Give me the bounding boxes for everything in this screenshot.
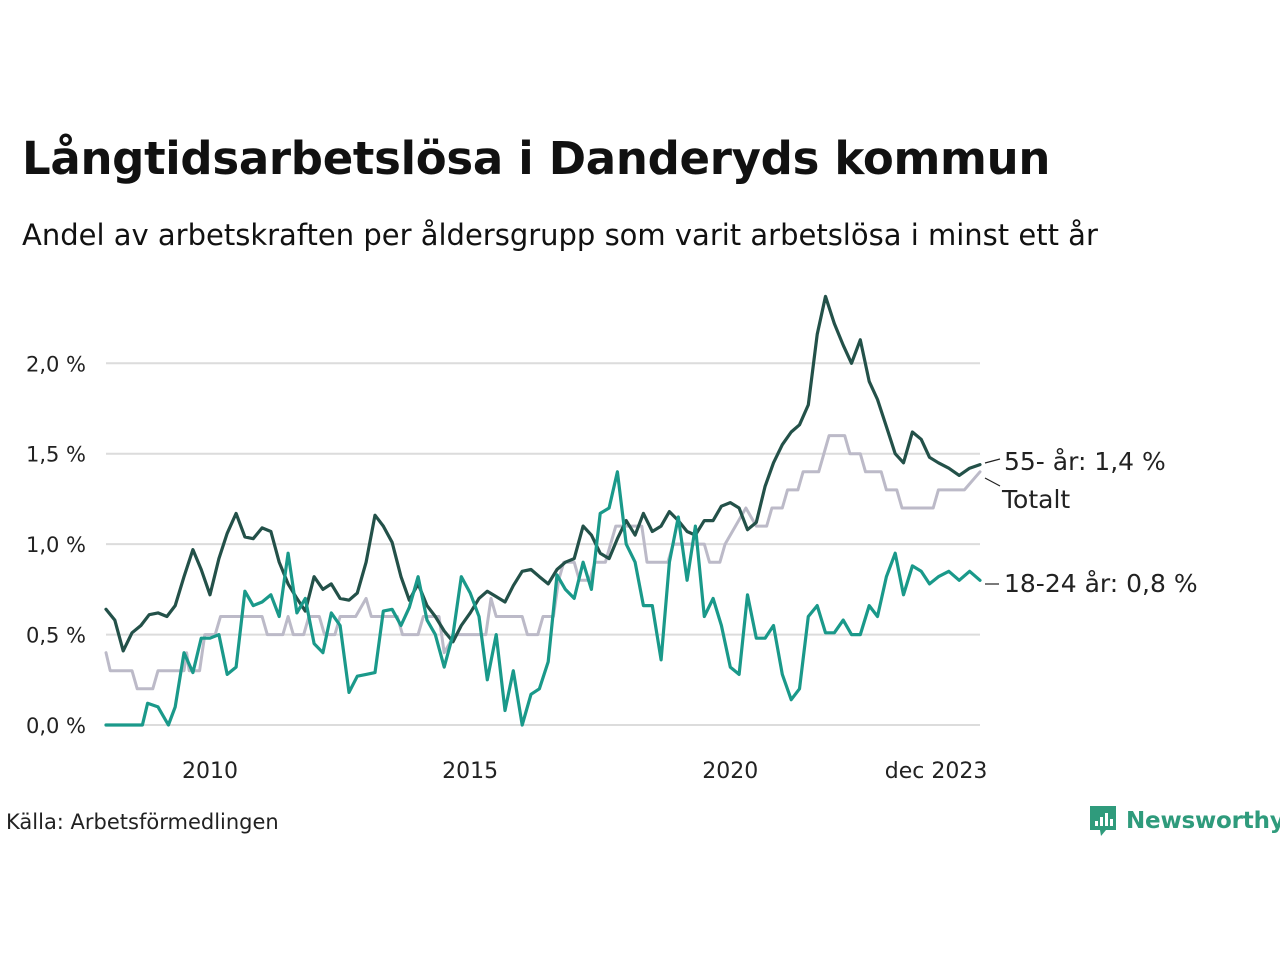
chart-subtitle: Andel av arbetskraften per åldersgrupp s… (22, 218, 1098, 252)
y-tick-label: 1,0 % (26, 533, 86, 557)
y-tick-label: 2,0 % (26, 352, 86, 376)
series-line-55-plus (104, 294, 982, 653)
y-tick-label: 0,5 % (26, 624, 86, 648)
x-tick-label: dec 2023 (885, 759, 988, 784)
label-18-24: 18-24 år: 0,8 % (1004, 569, 1198, 598)
chart-title: Långtidsarbetslösa i Danderyds kommun (22, 132, 1051, 185)
y-axis-ticks: 0,0 % 0,5 % 1,0 % 1,5 % 2,0 % (26, 352, 86, 738)
series-lines (104, 294, 982, 727)
gridlines (106, 362, 980, 726)
brand-name: Newsworthy (1126, 808, 1280, 834)
y-tick-label: 1,5 % (26, 443, 86, 467)
x-axis-ticks: 2010 2015 2020 dec 2023 (182, 759, 987, 784)
leader-line (984, 477, 1001, 487)
leader-line (984, 458, 1001, 464)
brand-logo[interactable]: Newsworthy (1088, 804, 1280, 838)
x-tick-label: 2020 (702, 759, 758, 784)
newsworthy-logo-icon (1090, 806, 1116, 836)
label-totalt: Totalt (1001, 485, 1070, 514)
series-line-18-24 (104, 470, 982, 727)
label-55-plus: 55- år: 1,4 % (1004, 447, 1166, 476)
x-tick-label: 2015 (442, 759, 498, 784)
x-tick-label: 2010 (182, 759, 238, 784)
source-text: Källa: Arbetsförmedlingen (6, 810, 279, 834)
y-tick-label: 0,0 % (26, 714, 86, 738)
end-labels: Totalt 55- år: 1,4 % 18-24 år: 0,8 % (984, 447, 1198, 598)
series-line-totalt (104, 434, 982, 691)
